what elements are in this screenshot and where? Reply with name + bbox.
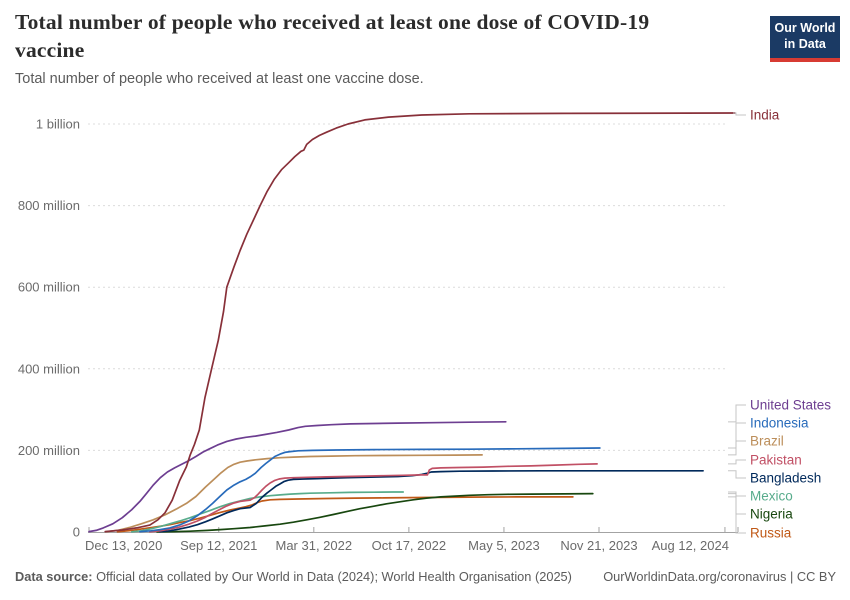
x-tick-label-dec-13,-2020: Dec 13, 2020 [85,538,162,553]
x-tick-label-sep-12,-2021: Sep 12, 2021 [180,538,257,553]
y-tick-label-800-million: 800 million [18,198,80,213]
legend-label-india[interactable]: India [750,108,780,123]
legend-label-brazil[interactable]: Brazil [750,434,784,449]
legend-connector-pakistan [728,459,746,465]
series-line-mexico[interactable] [130,491,405,533]
owid-logo[interactable]: Our World in Data [770,16,840,62]
legend-label-mexico[interactable]: Mexico [750,489,793,504]
legend-connector-india [733,112,746,116]
series-line-india[interactable] [104,112,736,533]
series-line-brazil[interactable] [104,454,483,533]
x-tick-label-aug-12,-2024: Aug 12, 2024 [652,538,729,553]
y-tick-label-400-million: 400 million [18,361,80,376]
x-tick-label-nov-21,-2023: Nov 21, 2023 [560,538,637,553]
legend-connector-united-states [728,404,746,423]
series-line-indonesia[interactable] [139,447,601,533]
owid-logo-line1: Our World [774,21,836,35]
chart-subtitle: Total number of people who received at l… [15,71,424,87]
y-tick-label-600-million: 600 million [18,280,80,295]
chart-title: Total number of people who received at l… [15,10,650,63]
legend-connector-brazil [728,440,746,456]
owid-logo-line2: in Data [784,37,826,52]
series-line-pakistan[interactable] [148,463,598,533]
series-line-bangladesh[interactable] [158,469,704,533]
data-source-label: Data source: [15,569,93,584]
legend-label-nigeria[interactable]: Nigeria [750,507,793,522]
legend-label-united-states[interactable]: United States [750,398,831,413]
data-source-text: Official data collated by Our World in D… [92,569,572,584]
y-tick-label-0: 0 [73,525,80,540]
legend-label-indonesia[interactable]: Indonesia [750,416,809,431]
x-tick-label-oct-17,-2022: Oct 17, 2022 [372,538,446,553]
legend-label-russia[interactable]: Russia [750,526,792,541]
x-tick-label-may-5,-2023: May 5, 2023 [468,538,540,553]
legend-label-bangladesh[interactable]: Bangladesh [750,471,821,486]
y-tick-label-1-billion: 1 billion [36,117,80,132]
legend-label-pakistan[interactable]: Pakistan [750,453,802,468]
y-tick-label-200-million: 200 million [18,443,80,458]
license-note[interactable]: OurWorldinData.org/coronavirus | CC BY [603,569,836,584]
series-line-nigeria[interactable] [156,492,594,533]
series-line-russia[interactable] [116,496,574,533]
data-source-note: Data source: Official data collated by O… [15,569,572,584]
owid-logo-stripe [770,57,840,62]
x-tick-label-mar-31,-2022: Mar 31, 2022 [276,538,353,553]
series-line-united-states[interactable] [88,420,507,533]
legend-connector-indonesia [728,422,746,449]
legend-connector-russia [728,496,746,534]
legend-connector-bangladesh [728,470,746,479]
